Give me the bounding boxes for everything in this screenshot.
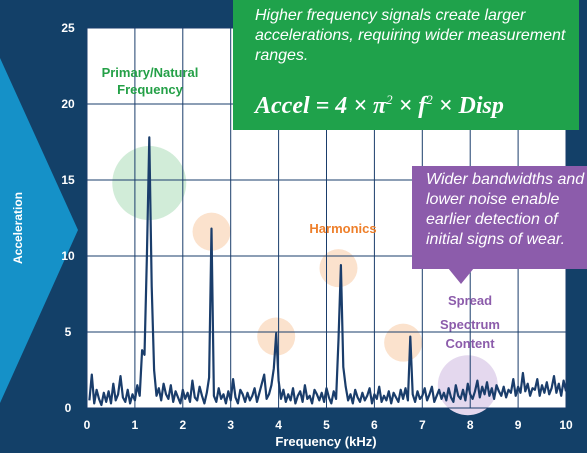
- y-tick-label-25: 25: [61, 21, 75, 35]
- y-tick-label-5: 5: [65, 325, 72, 339]
- bandwidth-callout: Wider bandwidths and lower noise enable …: [412, 166, 587, 269]
- x-tick-label-10: 10: [559, 418, 573, 432]
- x-tick-label-7: 7: [419, 418, 426, 432]
- x-tick-label-2: 2: [179, 418, 186, 432]
- bandwidth-callout-line4: initial signs of wear.: [426, 231, 566, 248]
- x-tick-label-0: 0: [84, 418, 91, 432]
- acceleration-callout-text: Higher frequency signals create larger a…: [255, 7, 566, 64]
- x-tick-label-8: 8: [467, 418, 474, 432]
- x-axis-label: Frequency (kHz): [275, 434, 376, 449]
- equation-lhs: Accel = 4: [255, 93, 348, 119]
- equation-times-3: ×: [432, 93, 459, 119]
- equation-times-2: ×: [392, 93, 419, 119]
- equation-times-1: ×: [347, 93, 373, 119]
- y-tick-label-10: 10: [61, 249, 75, 263]
- y-axis-label: Acceleration: [11, 192, 25, 264]
- bandwidth-callout-line2: lower noise enable: [426, 191, 560, 208]
- x-tick-label-5: 5: [323, 418, 330, 432]
- y-tick-label-0: 0: [65, 401, 72, 415]
- y-tick-label-15: 15: [61, 173, 75, 187]
- acceleration-series-line: [88, 136, 568, 407]
- y-tick-label-20: 20: [61, 97, 75, 111]
- spread-spectrum-label-line3: Content: [445, 336, 495, 351]
- x-tick-label-9: 9: [515, 418, 522, 432]
- equation-disp: Disp: [458, 93, 504, 119]
- bandwidth-callout-line1: Wider bandwidths and: [426, 171, 585, 188]
- x-tick-label-1: 1: [132, 418, 139, 432]
- chevron-shape: [0, 58, 78, 403]
- x-tick-label-4: 4: [275, 418, 282, 432]
- equation-pi: π: [373, 93, 387, 119]
- harmonics-label: Harmonics: [309, 221, 376, 236]
- spread-spectrum-label-line2: Spectrum: [440, 317, 500, 332]
- equation-pi-exponent: 2: [386, 92, 393, 107]
- bandwidth-callout-line3: earlier detection of: [426, 211, 558, 228]
- primary-frequency-label-line2: Frequency: [117, 82, 184, 97]
- harmonic-4-highlight: [319, 249, 358, 288]
- acceleration-formula-callout: Higher frequency signals create larger a…: [233, 0, 579, 130]
- spread-spectrum-label-line1: Spread: [448, 293, 492, 308]
- equation-f: f: [418, 93, 427, 119]
- bandwidth-callout-pointer: [448, 268, 474, 284]
- x-tick-label-3: 3: [227, 418, 234, 432]
- primary-frequency-label-line1: Primary/Natural: [102, 65, 199, 80]
- x-tick-label-6: 6: [371, 418, 378, 432]
- harmonic-5-highlight: [384, 323, 423, 362]
- equation-f-exponent: 2: [426, 92, 433, 107]
- acceleration-equation: Accel = 4 × π2 × f2 × Disp: [255, 92, 504, 120]
- bandwidth-callout-text: Wider bandwidths and lower noise enable …: [426, 170, 587, 250]
